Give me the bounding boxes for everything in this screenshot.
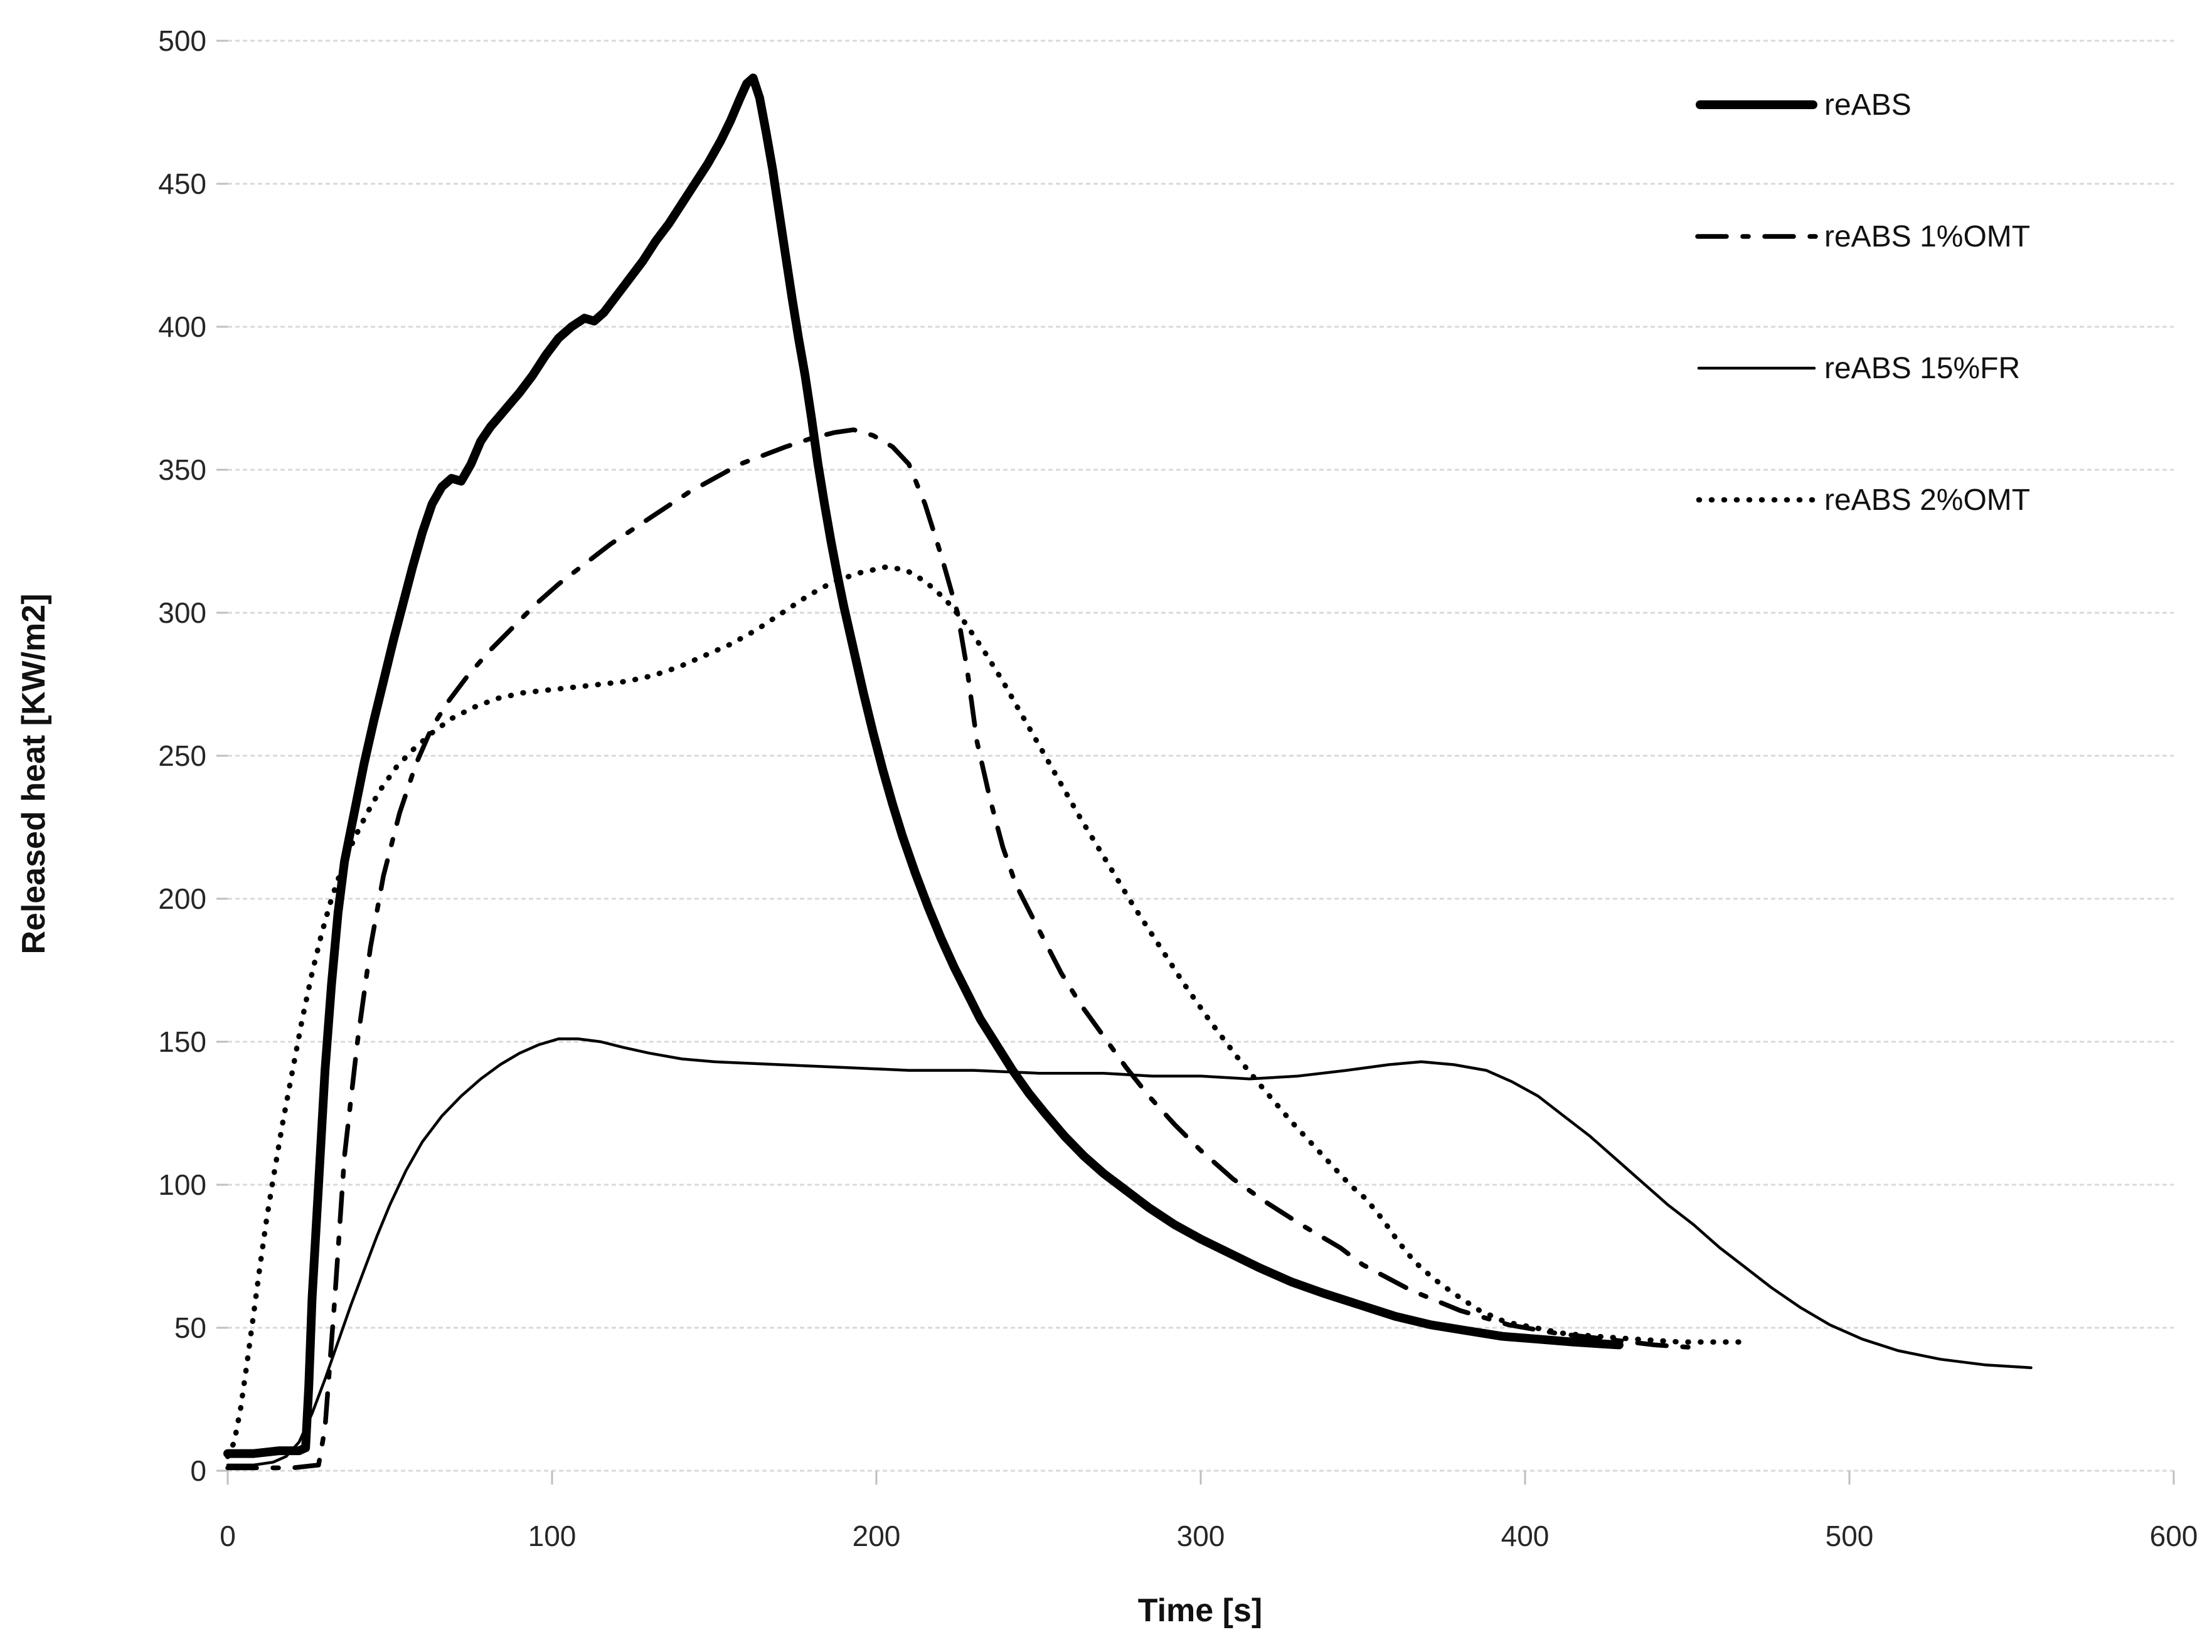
x-tick-label-600: 600 <box>2150 1520 2198 1552</box>
x-tick-label-200: 200 <box>853 1520 901 1552</box>
x-tick-label-300: 300 <box>1177 1520 1225 1552</box>
series-line-reabs <box>223 73 1624 1458</box>
legend-label: reABS <box>1824 88 1912 122</box>
y-tick-label-350: 350 <box>158 453 206 486</box>
x-tick-label-100: 100 <box>528 1520 577 1552</box>
x-tick-label-400: 400 <box>1501 1520 1550 1552</box>
y-axis-title: Released heat [KW/m2] <box>16 593 52 955</box>
x-tick-label-0: 0 <box>220 1520 236 1552</box>
y-tick-label-300: 300 <box>158 596 206 629</box>
legend-item-reabs: reABS <box>1694 39 2030 171</box>
legend-label: reABS 1%OMT <box>1824 220 2031 253</box>
legend-item-reabs-1omt: reABS 1%OMT <box>1694 171 2030 302</box>
series-line-reabs-2-omt <box>225 564 1748 1459</box>
series-line-reabs-1-omt <box>225 427 1699 1471</box>
legend-marker-dash-dot-icon <box>1695 234 1818 239</box>
legend-label: reABS 15%FR <box>1824 351 2021 385</box>
legend-marker-thin-solid-icon <box>1697 366 1816 370</box>
y-tick-label-50: 50 <box>174 1311 206 1344</box>
y-tick-label-500: 500 <box>158 24 206 57</box>
legend-item-reabs-2omt: reABS 2%OMT <box>1694 434 2030 566</box>
y-tick-label-250: 250 <box>158 739 206 772</box>
x-axis-title: Time [s] <box>0 1592 2212 1629</box>
legend: reABS reABS 1%OMT reABS 15%FR reABS 2%OM… <box>1694 39 2030 566</box>
legend-label: reABS 2%OMT <box>1824 483 2031 517</box>
x-axis-title-text: Time [s] <box>1137 1592 1263 1629</box>
y-tick-label-450: 450 <box>158 167 206 200</box>
y-tick-label-0: 0 <box>190 1454 206 1487</box>
legend-marker-thick-solid-icon <box>1696 100 1817 109</box>
y-tick-label-150: 150 <box>158 1025 206 1058</box>
y-tick-label-100: 100 <box>158 1168 206 1201</box>
y-tick-label-400: 400 <box>158 310 206 343</box>
y-tick-label-200: 200 <box>158 882 206 915</box>
legend-marker-dotted-icon <box>1696 497 1817 503</box>
legend-item-reabs-15fr: reABS 15%FR <box>1694 302 2030 434</box>
x-tick-label-500: 500 <box>1826 1520 1874 1552</box>
series-line-reabs-15-fr <box>226 1037 2033 1467</box>
